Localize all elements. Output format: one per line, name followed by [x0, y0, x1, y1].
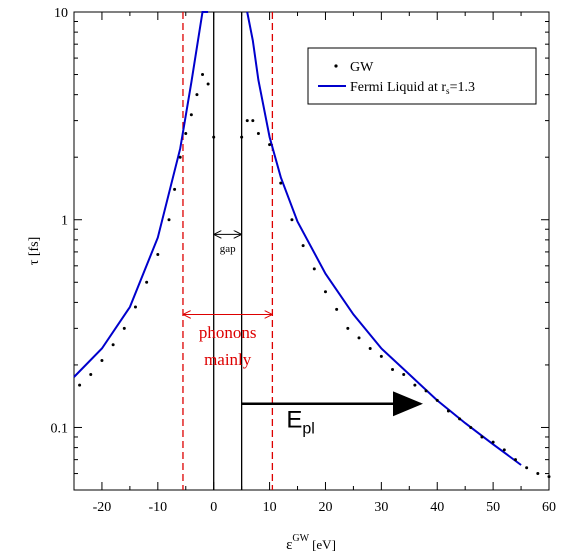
- x-tick-label: 40: [430, 500, 444, 515]
- gw-point: [245, 119, 249, 123]
- gw-point: [502, 448, 506, 452]
- gw-point: [301, 244, 305, 248]
- x-tick-label: -20: [93, 500, 112, 515]
- x-tick-label: -10: [148, 500, 167, 515]
- gw-point: [290, 218, 294, 222]
- gw-point: [156, 253, 160, 257]
- gw-point: [78, 383, 82, 387]
- gw-point: [547, 475, 551, 479]
- gw-point: [240, 135, 244, 139]
- gw-point: [346, 326, 350, 330]
- gw-point: [122, 326, 126, 330]
- x-tick-label: 0: [210, 500, 217, 515]
- gw-point: [173, 187, 177, 191]
- gw-point: [413, 383, 417, 387]
- y-tick-label: 0.1: [51, 421, 69, 436]
- x-tick-label: 10: [263, 500, 277, 515]
- gw-point: [100, 359, 104, 363]
- gw-point: [184, 132, 188, 136]
- y-tick-label: 10: [54, 6, 68, 21]
- gw-point: [256, 132, 260, 136]
- legend-box: [307, 47, 537, 105]
- gw-points: [78, 73, 551, 479]
- gw-point: [145, 280, 149, 284]
- gw-point: [513, 458, 517, 462]
- fermi-liquid-branch-0: [73, 11, 209, 378]
- legend: GW Fermi Liquid at rs=1.3: [307, 47, 537, 105]
- gw-point: [435, 398, 439, 402]
- vertical-reference-lines: [182, 12, 274, 490]
- gw-point: [402, 372, 406, 376]
- x-axis-ticks: -20 -10 0 10 20 30 40 50 60: [73, 12, 556, 515]
- y-axis-label: τ [fs]: [27, 237, 42, 266]
- x-tick-label: 50: [486, 500, 500, 515]
- gw-point: [89, 372, 93, 376]
- y-axis-ticks: 0.1 1 10: [51, 6, 549, 491]
- gw-point: [491, 440, 495, 444]
- gw-point: [323, 290, 327, 294]
- gw-point: [525, 466, 529, 470]
- gw-point: [480, 435, 484, 439]
- gw-point: [178, 155, 182, 159]
- annotation-label-1: phonons: [199, 323, 257, 342]
- gw-point: [446, 409, 450, 413]
- plasmon-energy-subscript: pl: [302, 420, 314, 437]
- gw-point: [391, 368, 395, 372]
- gw-point: [368, 346, 372, 350]
- annotation-label-1-line2: mainly: [204, 350, 252, 369]
- gw-point: [201, 73, 205, 77]
- gw-point: [424, 389, 428, 393]
- gw-point: [279, 181, 283, 185]
- gw-point: [189, 113, 193, 117]
- x-tick-label: 60: [542, 500, 556, 515]
- gw-point: [206, 82, 210, 86]
- annotation-label-0: gap: [220, 243, 236, 255]
- gw-point: [469, 425, 473, 429]
- x-tick-label: 20: [318, 500, 332, 515]
- gw-point: [167, 218, 171, 222]
- gw-point: [111, 343, 115, 347]
- x-axis-label: εGW [eV]: [286, 533, 336, 553]
- gw-point: [133, 305, 137, 309]
- gw-point: [458, 417, 462, 421]
- gw-point: [212, 135, 216, 139]
- gw-point: [335, 307, 339, 311]
- gw-point: [379, 354, 383, 358]
- legend-gw-marker: [334, 64, 338, 68]
- x-tick-label: 30: [374, 500, 388, 515]
- gw-point: [536, 472, 540, 476]
- gw-point: [357, 336, 361, 340]
- gw-point: [251, 119, 255, 123]
- gw-point: [195, 93, 199, 97]
- y-tick-label: 1: [61, 214, 68, 229]
- gw-point: [312, 267, 316, 271]
- legend-fermi-label: Fermi Liquid at rs=1.3: [350, 80, 475, 96]
- gw-point: [268, 143, 272, 147]
- legend-gw-label: GW: [350, 60, 374, 75]
